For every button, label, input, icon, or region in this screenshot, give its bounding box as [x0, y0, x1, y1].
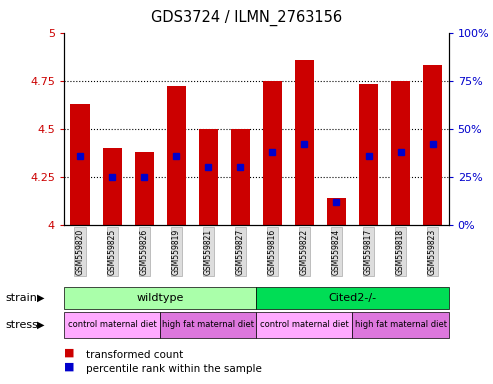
Bar — [135, 152, 154, 225]
Text: GSM559817: GSM559817 — [364, 228, 373, 275]
Text: control maternal diet: control maternal diet — [260, 320, 349, 329]
Text: stress: stress — [5, 320, 38, 330]
Text: ■: ■ — [64, 347, 74, 357]
Text: GSM559823: GSM559823 — [428, 228, 437, 275]
Text: GSM559822: GSM559822 — [300, 228, 309, 275]
Text: GSM559821: GSM559821 — [204, 228, 213, 275]
Bar — [199, 129, 218, 225]
Bar — [359, 84, 378, 225]
Text: GSM559826: GSM559826 — [140, 228, 149, 275]
Text: ▶: ▶ — [37, 320, 44, 330]
Text: high fat maternal diet: high fat maternal diet — [354, 320, 447, 329]
Text: GSM559827: GSM559827 — [236, 228, 245, 275]
Text: GSM559825: GSM559825 — [107, 228, 117, 275]
Text: ■: ■ — [64, 361, 74, 371]
Bar — [263, 81, 282, 225]
Text: GDS3724 / ILMN_2763156: GDS3724 / ILMN_2763156 — [151, 10, 342, 26]
Text: strain: strain — [5, 293, 37, 303]
Text: percentile rank within the sample: percentile rank within the sample — [86, 364, 262, 374]
Text: GSM559818: GSM559818 — [396, 228, 405, 275]
Bar — [167, 86, 186, 225]
Bar — [231, 129, 250, 225]
Text: GSM559816: GSM559816 — [268, 228, 277, 275]
Text: ▶: ▶ — [37, 293, 44, 303]
Bar — [295, 60, 314, 225]
Text: GSM559819: GSM559819 — [172, 228, 181, 275]
Text: GSM559824: GSM559824 — [332, 228, 341, 275]
Text: GSM559820: GSM559820 — [75, 228, 85, 275]
Bar — [327, 198, 346, 225]
Bar — [423, 65, 442, 225]
Bar — [391, 81, 410, 225]
Text: Cited2-/-: Cited2-/- — [328, 293, 377, 303]
Bar — [103, 148, 122, 225]
Text: transformed count: transformed count — [86, 350, 183, 360]
Bar — [70, 104, 90, 225]
Text: control maternal diet: control maternal diet — [68, 320, 157, 329]
Text: wildtype: wildtype — [137, 293, 184, 303]
Text: high fat maternal diet: high fat maternal diet — [162, 320, 254, 329]
